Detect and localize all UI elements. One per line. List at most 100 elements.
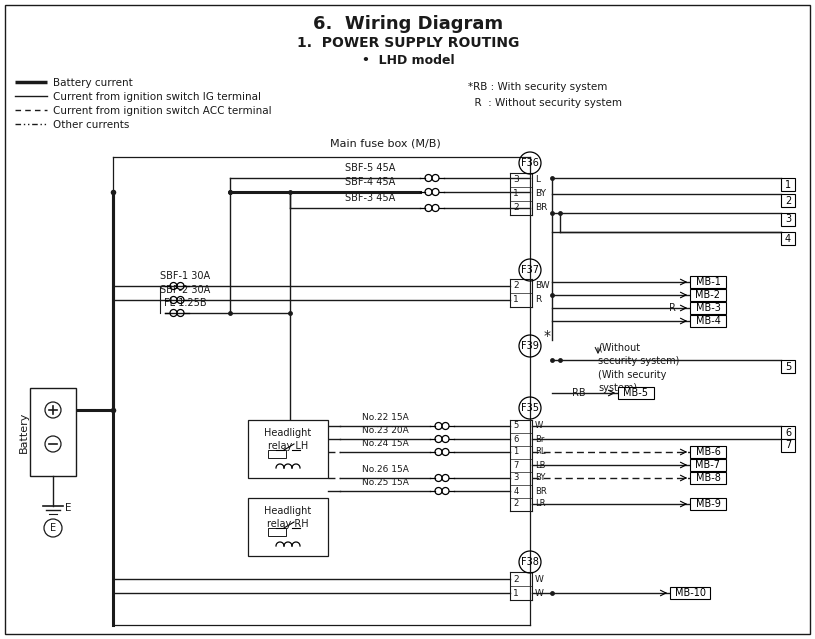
FancyBboxPatch shape (781, 232, 795, 245)
FancyBboxPatch shape (781, 360, 795, 373)
Text: 1: 1 (513, 190, 519, 199)
Text: Other currents: Other currents (53, 120, 130, 130)
Text: MB-5: MB-5 (623, 388, 649, 398)
Text: •  LHD model: • LHD model (362, 54, 454, 67)
Text: MB-4: MB-4 (695, 316, 720, 326)
Text: Current from ignition switch IG terminal: Current from ignition switch IG terminal (53, 92, 261, 102)
Text: SBF-1 30A: SBF-1 30A (160, 271, 210, 281)
Text: 1: 1 (513, 295, 519, 305)
Text: Main fuse box (M/B): Main fuse box (M/B) (329, 138, 440, 148)
Text: MB-7: MB-7 (695, 460, 720, 470)
Text: SBF-5 45A: SBF-5 45A (345, 163, 395, 173)
Text: RL: RL (535, 447, 545, 456)
Text: No.24 15A: No.24 15A (362, 439, 408, 448)
Text: SBF-4 45A: SBF-4 45A (345, 177, 395, 187)
Text: F38: F38 (521, 557, 539, 567)
Text: Headlight
relay LH: Headlight relay LH (264, 428, 311, 451)
Text: No.26 15A: No.26 15A (362, 465, 408, 474)
Text: F36: F36 (521, 158, 539, 168)
Text: 4: 4 (785, 233, 791, 243)
Text: 6: 6 (785, 427, 791, 438)
Text: 1.  POWER SUPPLY ROUTING: 1. POWER SUPPLY ROUTING (297, 36, 519, 50)
Text: 2: 2 (513, 574, 519, 583)
FancyBboxPatch shape (690, 472, 726, 484)
Text: BR: BR (535, 203, 548, 213)
Text: BY: BY (535, 473, 545, 482)
Text: FL 1.25B: FL 1.25B (164, 298, 206, 308)
Text: 6.  Wiring Diagram: 6. Wiring Diagram (313, 15, 503, 33)
FancyBboxPatch shape (690, 302, 726, 314)
Text: R: R (535, 295, 541, 305)
Text: *RB : With security system
  R  : Without security system: *RB : With security system R : Without s… (468, 82, 622, 107)
Text: E: E (65, 503, 72, 513)
Text: 4: 4 (513, 486, 518, 495)
Text: W: W (535, 589, 544, 597)
FancyBboxPatch shape (690, 289, 726, 301)
FancyBboxPatch shape (248, 498, 328, 556)
Text: Battery: Battery (19, 412, 29, 452)
Text: 3: 3 (785, 215, 791, 224)
Text: No.22 15A: No.22 15A (362, 413, 408, 422)
FancyBboxPatch shape (690, 459, 726, 471)
Text: BW: BW (535, 282, 549, 291)
Text: W: W (535, 574, 544, 583)
Text: W: W (535, 422, 544, 431)
Text: 2: 2 (513, 282, 519, 291)
Text: E: E (50, 523, 56, 533)
FancyBboxPatch shape (781, 213, 795, 226)
Text: MB-6: MB-6 (695, 447, 720, 457)
FancyBboxPatch shape (670, 587, 710, 599)
FancyBboxPatch shape (781, 178, 795, 191)
Text: (Without
security system): (Without security system) (598, 343, 680, 366)
Text: 2: 2 (785, 196, 791, 206)
Text: MB-1: MB-1 (695, 277, 720, 287)
Text: MB-3: MB-3 (695, 303, 720, 313)
Text: F37: F37 (521, 265, 539, 275)
FancyBboxPatch shape (690, 498, 726, 510)
Text: 2: 2 (513, 203, 519, 213)
FancyBboxPatch shape (690, 315, 726, 327)
Text: *: * (544, 329, 551, 343)
Text: 7: 7 (513, 461, 518, 470)
Text: No.25 15A: No.25 15A (362, 478, 408, 487)
Text: 3: 3 (513, 176, 519, 185)
Text: Br: Br (535, 435, 544, 443)
Text: SBF-3 45A: SBF-3 45A (345, 193, 395, 203)
Text: Current from ignition switch ACC terminal: Current from ignition switch ACC termina… (53, 106, 271, 116)
Text: 1: 1 (513, 589, 519, 597)
Text: (With security
system): (With security system) (598, 370, 667, 393)
Text: L: L (535, 176, 540, 185)
Text: MB-8: MB-8 (695, 473, 720, 483)
Text: Battery current: Battery current (53, 78, 133, 88)
Text: 7: 7 (785, 440, 791, 450)
FancyBboxPatch shape (690, 276, 726, 288)
FancyBboxPatch shape (618, 387, 654, 399)
Text: 6: 6 (513, 435, 518, 443)
Text: MB-10: MB-10 (675, 588, 706, 598)
Text: 3: 3 (513, 473, 518, 482)
Text: 5: 5 (513, 422, 518, 431)
FancyBboxPatch shape (248, 420, 328, 478)
FancyBboxPatch shape (268, 450, 286, 458)
Text: 1: 1 (785, 180, 791, 190)
Text: 5: 5 (785, 362, 791, 371)
Text: LB: LB (535, 461, 545, 470)
Text: 1: 1 (513, 447, 518, 456)
Text: Headlight
relay RH: Headlight relay RH (264, 506, 311, 529)
FancyBboxPatch shape (781, 439, 795, 452)
Text: 2: 2 (513, 500, 518, 509)
Text: MB-9: MB-9 (695, 499, 720, 509)
Text: F39: F39 (521, 341, 539, 351)
Text: No.23 20A: No.23 20A (362, 426, 408, 435)
Text: R: R (668, 303, 676, 313)
Text: LR: LR (535, 500, 545, 509)
FancyBboxPatch shape (690, 446, 726, 458)
Text: F35: F35 (521, 403, 539, 413)
Text: SBF-2 30A: SBF-2 30A (160, 285, 210, 295)
Text: MB-2: MB-2 (695, 290, 720, 300)
FancyBboxPatch shape (781, 426, 795, 439)
FancyBboxPatch shape (781, 194, 795, 207)
Text: BY: BY (535, 190, 546, 199)
Text: BR: BR (535, 486, 547, 495)
Text: RB: RB (572, 388, 586, 398)
